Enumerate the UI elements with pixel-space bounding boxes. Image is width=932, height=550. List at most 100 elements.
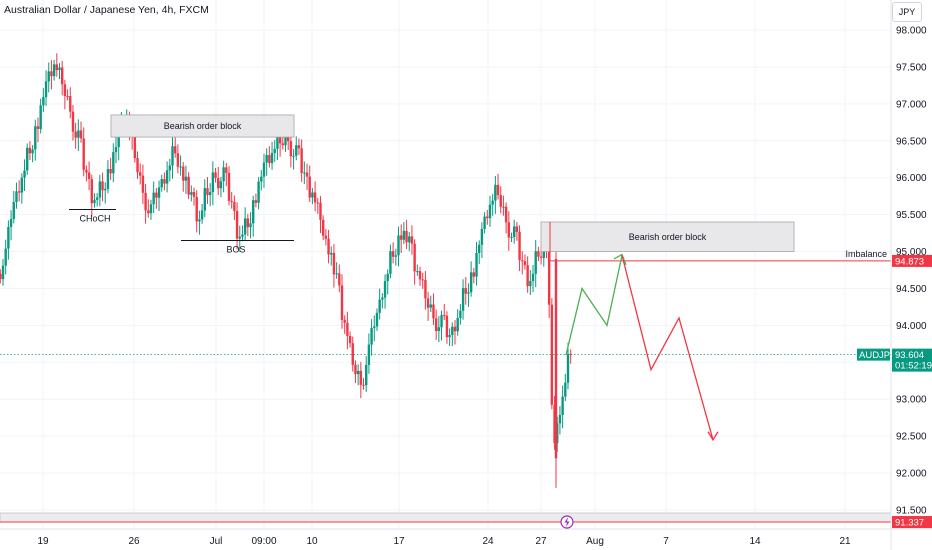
candle — [321, 215, 325, 241]
candle — [66, 89, 69, 101]
candle — [346, 311, 349, 350]
choch-level: CHoCH — [69, 208, 116, 223]
price-tick-label: 93.000 — [896, 395, 927, 406]
candle — [445, 311, 449, 344]
candle — [268, 146, 271, 168]
candle — [136, 151, 139, 179]
time-tick-label: Aug — [586, 536, 604, 547]
candle — [303, 161, 306, 185]
candle — [182, 162, 185, 192]
candle — [79, 121, 83, 143]
candle — [157, 180, 161, 211]
candle — [297, 138, 301, 155]
candle — [55, 53, 59, 77]
candle — [141, 164, 145, 204]
candle — [28, 141, 32, 160]
time-tick-label: 24 — [482, 536, 494, 547]
candle — [260, 170, 263, 191]
candle — [362, 378, 365, 390]
price-tick-label: 94.000 — [896, 321, 927, 332]
price-axis[interactable]: 98.000 97.500 97.000 96.500 96.000 95.500 95.0… — [896, 26, 927, 517]
time-tick-label: 21 — [839, 536, 851, 547]
candle — [354, 360, 357, 383]
time-tick-label: 27 — [535, 536, 547, 547]
candle — [391, 242, 395, 264]
candle — [52, 59, 56, 81]
price-tick-label: 96.000 — [896, 173, 927, 184]
candle — [238, 225, 241, 252]
candle — [467, 283, 470, 307]
bottom-price-tag: 91.337 — [892, 516, 932, 529]
price-tick-label: 96.500 — [896, 136, 927, 147]
candle — [243, 207, 247, 242]
candle — [60, 60, 64, 96]
candle — [155, 188, 158, 209]
candle — [168, 158, 172, 182]
projection-down-arrowhead — [707, 431, 719, 442]
candle — [217, 166, 220, 195]
candle — [443, 303, 446, 321]
candle — [101, 172, 104, 202]
candle — [553, 395, 556, 450]
candle — [378, 288, 381, 320]
candle — [17, 180, 21, 202]
time-tick-label: 17 — [393, 536, 405, 547]
candle — [556, 416, 559, 453]
candle — [176, 144, 180, 174]
candle — [399, 224, 403, 254]
price-tick-label: 97.000 — [896, 99, 927, 110]
time-tick-label: 10 — [306, 536, 318, 547]
candle — [26, 143, 29, 175]
candle — [537, 246, 540, 262]
candle — [386, 269, 389, 295]
candle — [289, 136, 293, 168]
bos-level: BOS — [181, 239, 294, 254]
bos-label: BOS — [226, 244, 245, 254]
imbalance-level: Imbalance — [549, 222, 891, 262]
bottom-zone — [0, 512, 892, 523]
candle — [383, 274, 387, 309]
candle — [365, 356, 368, 392]
candle — [235, 202, 239, 250]
price-tick-label: 94.500 — [896, 284, 927, 295]
candle — [491, 193, 494, 216]
candle — [486, 209, 489, 225]
candle — [34, 119, 37, 161]
candle — [488, 195, 492, 227]
time-axis[interactable]: 19 26 Jul 09:00 10 17 24 27 Aug 7 14 21 — [37, 536, 851, 547]
candle — [316, 198, 319, 214]
projections — [565, 253, 719, 442]
candle — [47, 62, 50, 93]
candle — [63, 79, 67, 110]
candle — [265, 148, 268, 176]
candle — [359, 362, 363, 399]
candle — [184, 165, 188, 194]
candle — [211, 161, 215, 206]
candle — [12, 190, 15, 224]
candle — [160, 174, 163, 192]
imbalance-price-tag: 94.873 — [892, 254, 932, 267]
candle — [319, 196, 322, 234]
candle — [338, 264, 341, 293]
price-tick-label: 95.000 — [896, 247, 927, 258]
candle — [402, 222, 406, 245]
time-tick-label: 26 — [128, 536, 140, 547]
candle — [456, 309, 459, 336]
time-tick-label: Jul — [210, 536, 223, 547]
candle — [144, 183, 147, 224]
candle — [4, 239, 7, 275]
lightning-icon[interactable] — [560, 515, 574, 529]
candle — [416, 264, 419, 276]
annotations: Bearish order block Bearish order block CH… — [0, 114, 892, 523]
candle — [394, 248, 398, 266]
candle — [531, 264, 535, 293]
candle — [475, 241, 478, 286]
candle — [300, 139, 303, 182]
candle — [262, 153, 266, 188]
candle — [39, 98, 42, 134]
currency-button[interactable]: JPY — [892, 2, 922, 22]
candle — [424, 271, 427, 310]
candle — [332, 244, 336, 288]
